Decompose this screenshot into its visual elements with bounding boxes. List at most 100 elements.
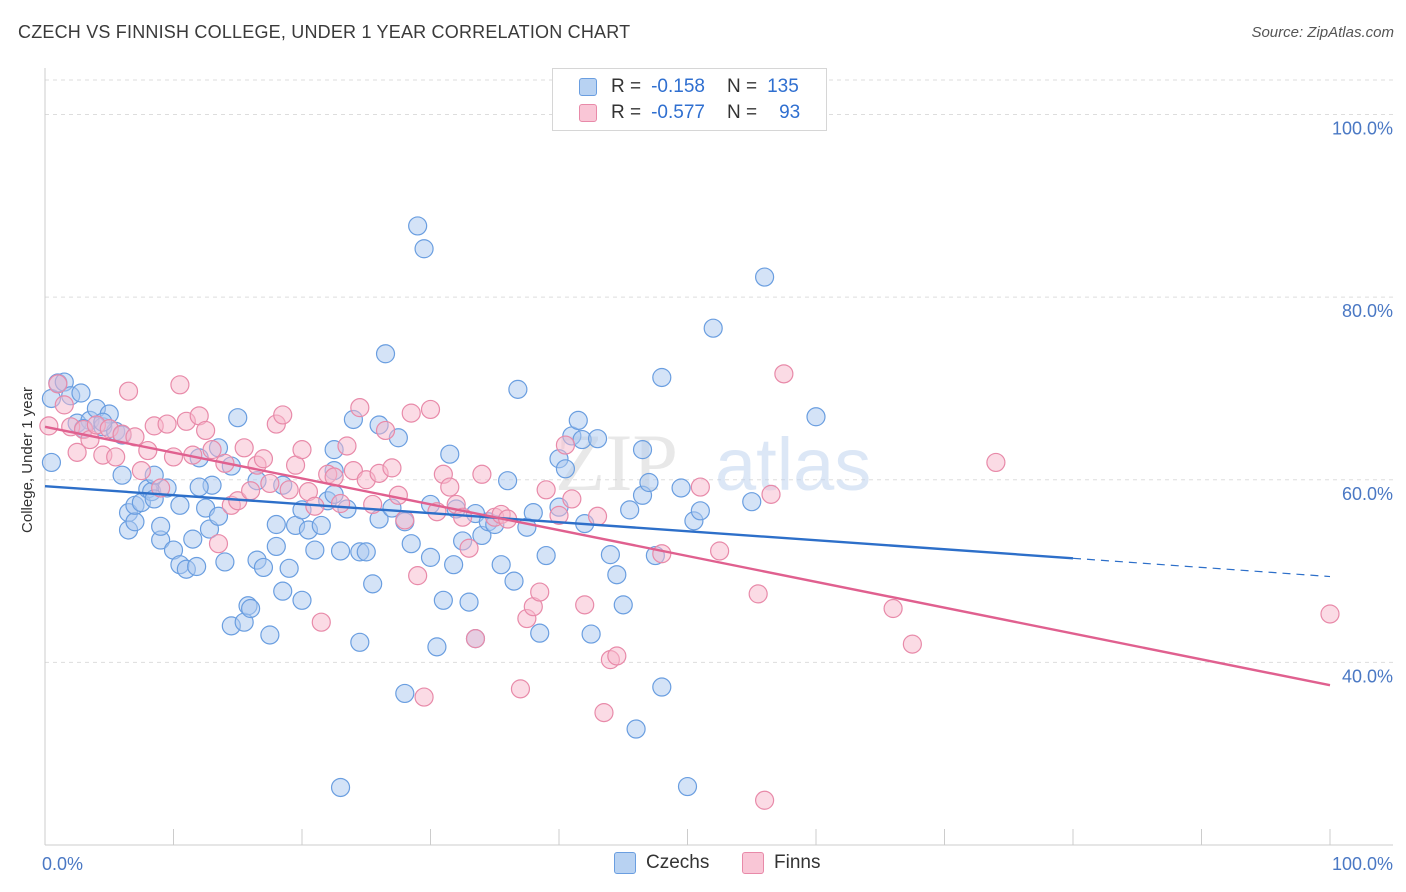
bottom-legend-finns: Finns: [742, 852, 820, 874]
finn-point: [311, 612, 331, 632]
finn-point: [151, 478, 171, 498]
finn-point: [465, 629, 486, 649]
finn-point: [690, 477, 710, 497]
x-tick-label-1: 100.0%: [1332, 854, 1393, 874]
czech-point: [189, 477, 209, 497]
czech-point: [444, 555, 464, 575]
y-tick-label-1: 60.0%: [1342, 484, 1393, 504]
finn-point: [562, 489, 582, 509]
czech-point: [401, 534, 421, 554]
finn-point: [748, 584, 768, 604]
czech-point: [508, 379, 528, 399]
finn-point: [337, 436, 357, 456]
czech-point: [215, 552, 235, 572]
czech-point: [395, 683, 415, 704]
czech-point: [806, 407, 826, 427]
finn-point: [408, 566, 428, 586]
chart-title: CZECH VS FINNISH COLLEGE, UNDER 1 YEAR C…: [18, 22, 631, 42]
finn-point: [157, 414, 177, 434]
finn-point: [260, 473, 280, 494]
czech-point: [652, 367, 672, 388]
finn-point: [395, 510, 415, 530]
czech-n-value: 135: [767, 76, 799, 97]
czech-point: [260, 625, 280, 645]
finn-swatch: [579, 104, 597, 122]
source-credit: Source: ZipAtlas.com: [1251, 24, 1394, 41]
bottom-finn-swatch: [742, 852, 764, 874]
czech-point: [311, 515, 331, 536]
czech-point: [228, 408, 248, 428]
finn-point: [39, 416, 59, 436]
czech-point: [587, 429, 608, 449]
finn-point: [234, 438, 254, 458]
czech-point: [253, 557, 274, 578]
y-tick-label-2: 80.0%: [1342, 301, 1393, 321]
finn-point: [202, 440, 222, 460]
czech-point: [241, 598, 261, 619]
finn-r-label: R =: [611, 102, 642, 123]
czech-point: [330, 777, 351, 798]
trend-lines: [44, 425, 1331, 687]
finn-point: [48, 374, 68, 394]
finn-point: [902, 634, 922, 654]
finn-point: [375, 420, 396, 441]
finn-point: [1320, 604, 1340, 624]
watermark-atlas: atlas: [715, 423, 871, 506]
czech-point: [632, 440, 653, 460]
czech-point: [690, 501, 710, 521]
finn-point: [292, 440, 312, 460]
finn-point: [420, 399, 441, 420]
czech-point: [703, 318, 723, 338]
czech-trend-line: [44, 484, 1074, 560]
finn-point: [774, 364, 794, 384]
czech-point: [504, 571, 524, 591]
finn-point: [330, 493, 351, 514]
finn-point: [67, 442, 87, 462]
legend-row-czechs: R = -0.158 N = 135: [579, 74, 799, 100]
finn-point: [594, 703, 614, 723]
finn-point: [440, 477, 460, 497]
finn-point: [54, 395, 74, 415]
finn-point: [761, 484, 781, 504]
czech-point: [420, 547, 441, 567]
czech-point: [350, 632, 370, 652]
finn-point: [106, 447, 126, 467]
finn-point: [607, 646, 627, 666]
finn-point: [196, 420, 216, 441]
czech-point: [408, 216, 428, 236]
czech-point: [292, 590, 312, 610]
czech-point: [491, 555, 511, 575]
finn-point: [883, 598, 903, 619]
czech-r-value: -0.158: [651, 76, 705, 97]
czech-point: [620, 500, 640, 520]
czech-point: [536, 545, 556, 566]
finn-n-value: 93: [779, 102, 801, 123]
czech-point: [555, 459, 576, 479]
czech-point: [568, 410, 588, 431]
correlation-legend: R = -0.158 N = 135 R = -0.577 N = 93: [552, 68, 827, 131]
finn-point: [555, 435, 576, 455]
czech-point: [71, 383, 91, 403]
czech-point: [187, 556, 207, 577]
czech-point: [125, 512, 145, 532]
finn-point: [652, 544, 672, 564]
finn-point: [118, 381, 139, 401]
czech-point: [170, 495, 190, 515]
finn-point: [388, 485, 408, 505]
finn-point: [350, 398, 370, 418]
czech-point: [356, 542, 376, 562]
finn-point: [710, 541, 730, 561]
czech-point: [266, 514, 286, 535]
bottom-finn-label: Finns: [774, 852, 821, 873]
axis-ticks: 40.0% 60.0% 80.0% 100.0% 0.0% 100.0%: [42, 119, 1393, 874]
czech-point: [600, 545, 621, 565]
finn-point: [536, 480, 556, 500]
czech-point: [742, 492, 762, 512]
finn-point: [754, 790, 775, 810]
finn-point: [131, 461, 151, 481]
bottom-legend-czechs: Czechs: [614, 852, 709, 874]
czech-point: [440, 444, 460, 464]
finn-point: [279, 480, 299, 500]
czech-point: [530, 623, 550, 643]
y-tick-label-3: 100.0%: [1332, 119, 1393, 139]
